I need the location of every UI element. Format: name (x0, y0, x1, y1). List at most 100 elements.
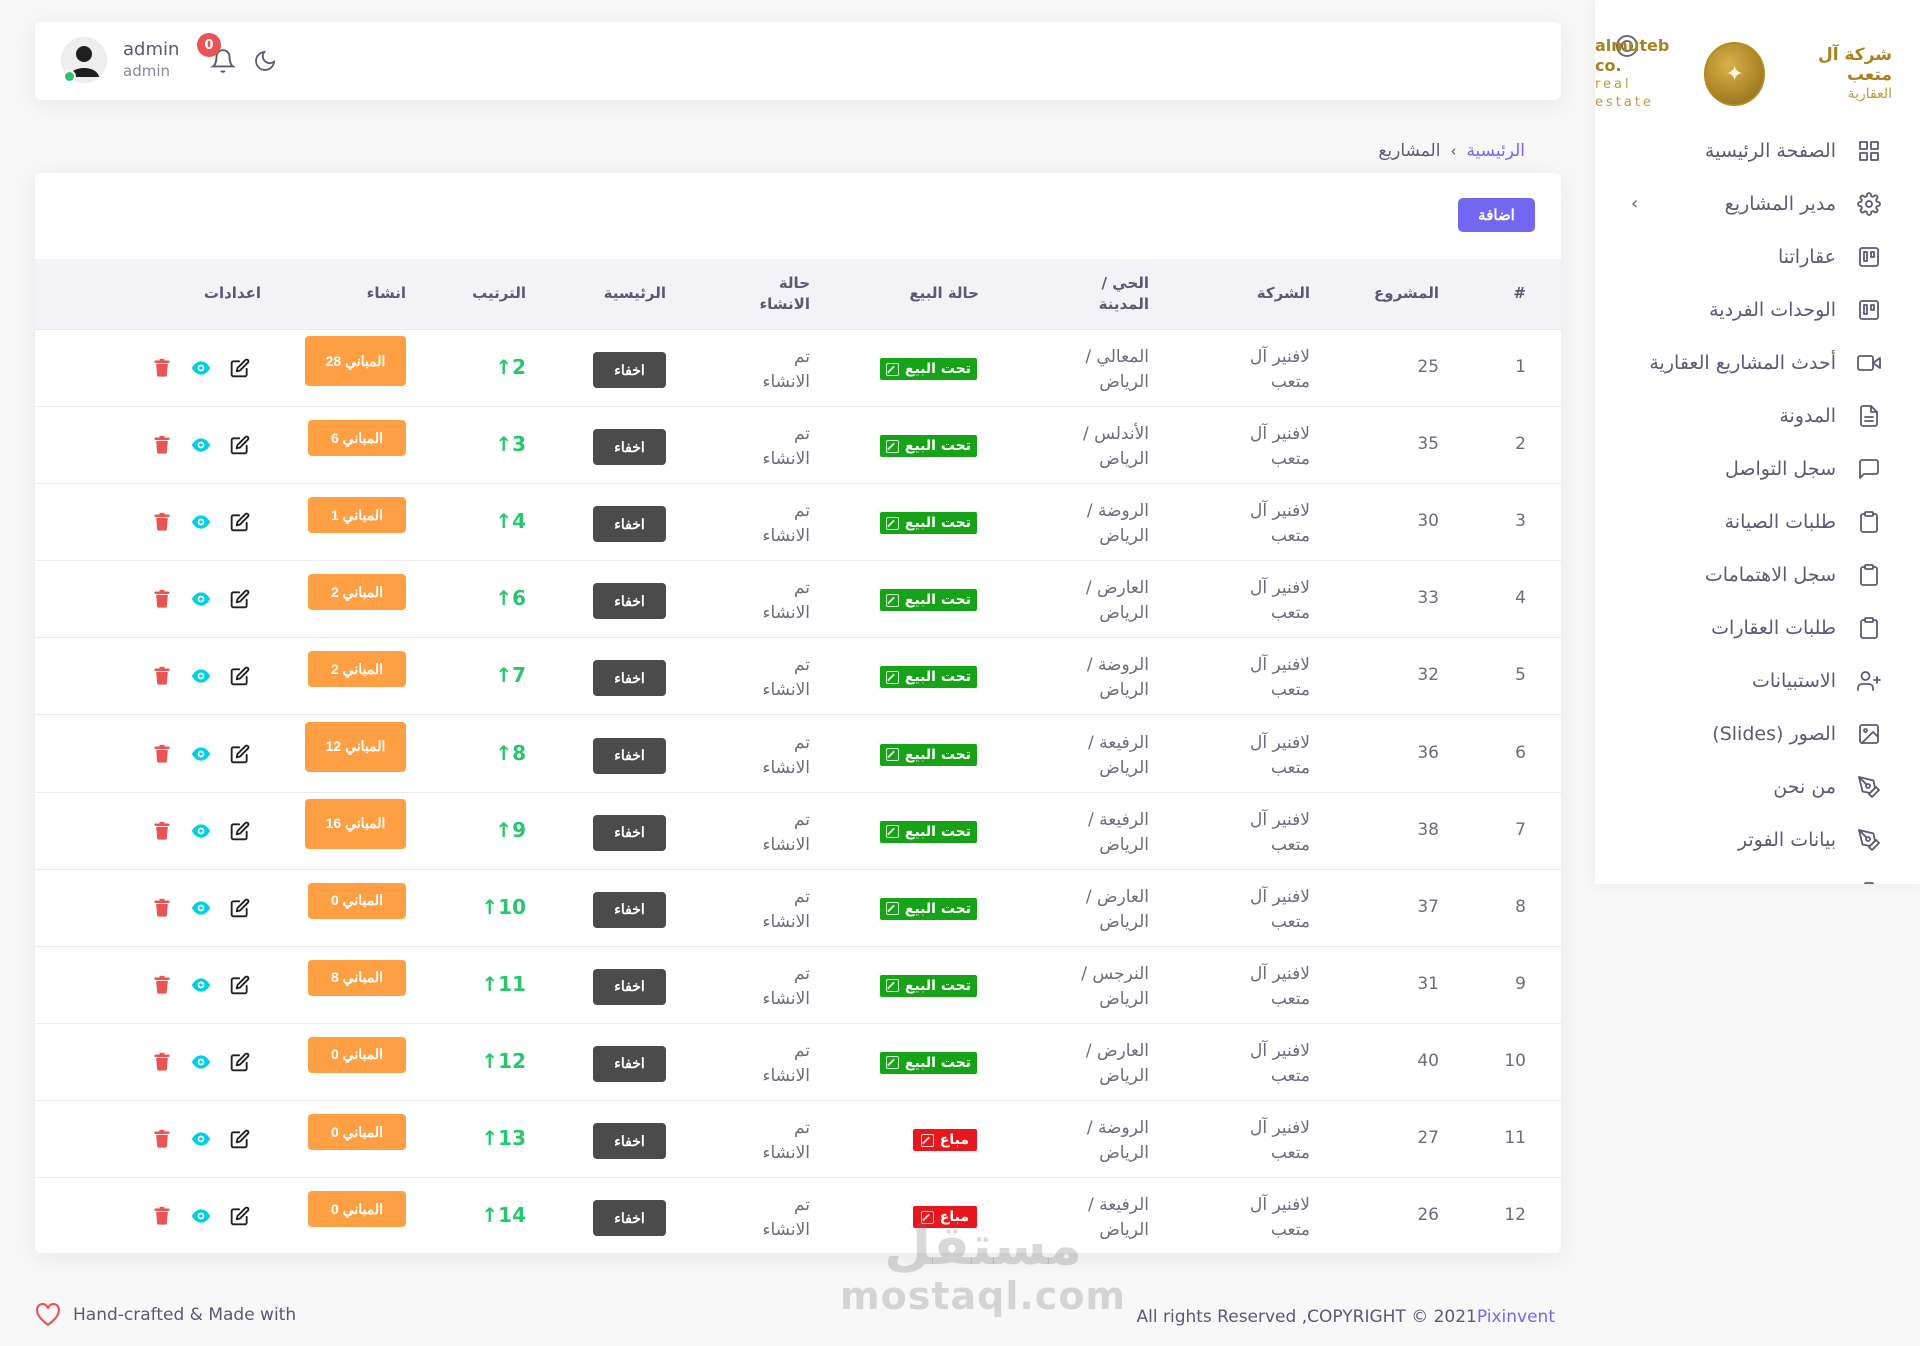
hide-button[interactable]: اخفاء (593, 1123, 666, 1159)
sale-status-badge[interactable]: تحت البيع (877, 664, 979, 691)
moon-icon[interactable] (253, 49, 277, 73)
breadcrumb-home[interactable]: الرئيسية (1466, 141, 1525, 161)
order-value[interactable]: ↑3 (495, 432, 526, 456)
sale-status-badge[interactable]: تحت البيع (877, 1049, 979, 1076)
delete-icon[interactable] (151, 820, 173, 842)
buildings-button[interactable]: المباني 8 (308, 959, 406, 996)
sale-status-badge[interactable]: تحت البيع (877, 895, 979, 922)
hide-button[interactable]: اخفاء (593, 737, 666, 774)
sidebar-item-1[interactable]: مدير المشاريع › (1595, 177, 1920, 230)
delete-icon[interactable] (151, 974, 173, 996)
view-icon[interactable] (190, 511, 212, 533)
view-icon[interactable] (190, 820, 212, 842)
buildings-button[interactable]: المباني 6 (308, 420, 406, 457)
buildings-button[interactable]: المباني 16 (305, 798, 406, 849)
delete-icon[interactable] (151, 1128, 173, 1150)
sidebar-item-9[interactable]: طلبات العقارات (1595, 601, 1920, 654)
sidebar-item-13[interactable]: بيانات الفوتر (1595, 813, 1920, 866)
buildings-button[interactable]: المباني 2 (308, 574, 406, 611)
sale-status-badge[interactable]: تحت البيع (877, 433, 979, 460)
sidebar-toggle-icon[interactable] (1616, 35, 1638, 57)
sidebar-item-7[interactable]: طلبات الصيانة (1595, 495, 1920, 548)
buildings-button[interactable]: المباني 0 (308, 882, 406, 919)
sale-status-badge[interactable]: تحت البيع (877, 510, 979, 537)
edit-icon[interactable] (229, 974, 251, 996)
buildings-button[interactable]: المباني 1 (308, 497, 406, 534)
buildings-button[interactable]: المباني 2 (308, 651, 406, 688)
avatar[interactable] (61, 37, 107, 83)
order-value[interactable]: ↑12 (481, 1049, 526, 1073)
hide-button[interactable]: اخفاء (593, 891, 666, 928)
hide-button[interactable]: اخفاء (593, 814, 666, 851)
buildings-button[interactable]: المباني 28 (305, 336, 406, 386)
edit-icon[interactable] (229, 1128, 251, 1150)
delete-icon[interactable] (151, 357, 173, 379)
buildings-button[interactable]: المباني 0 (308, 1191, 406, 1228)
delete-icon[interactable] (151, 743, 173, 765)
sidebar-item-11[interactable]: الصور (Slides) (1595, 707, 1920, 760)
view-icon[interactable] (190, 974, 212, 996)
hide-button[interactable]: اخفاء (593, 352, 666, 388)
sidebar-item-6[interactable]: سجل التواصل (1595, 442, 1920, 495)
order-value[interactable]: ↑4 (495, 509, 526, 533)
add-button[interactable]: اضافة (1458, 198, 1535, 232)
view-icon[interactable] (190, 743, 212, 765)
sale-status-badge[interactable]: تحت البيع (877, 741, 979, 768)
order-value[interactable]: ↑8 (495, 741, 526, 765)
view-icon[interactable] (190, 665, 212, 687)
order-value[interactable]: ↑14 (481, 1203, 526, 1227)
buildings-button[interactable]: المباني 0 (308, 1036, 406, 1073)
sidebar-item-10[interactable]: الاستبيانات (1595, 654, 1920, 707)
order-value[interactable]: ↑11 (481, 972, 526, 996)
sidebar-item-8[interactable]: سجل الاهتمامات (1595, 548, 1920, 601)
sale-status-badge[interactable]: تحت البيع (877, 356, 979, 382)
buildings-button[interactable]: المباني 12 (305, 721, 406, 772)
edit-icon[interactable] (229, 743, 251, 765)
sale-status-badge[interactable]: تحت البيع (877, 818, 979, 845)
order-value[interactable]: ↑2 (495, 355, 526, 379)
edit-icon[interactable] (229, 1205, 251, 1227)
delete-icon[interactable] (151, 588, 173, 610)
sidebar-item-12[interactable]: من نحن (1595, 760, 1920, 813)
edit-icon[interactable] (229, 588, 251, 610)
order-value[interactable]: ↑9 (495, 818, 526, 842)
view-icon[interactable] (190, 588, 212, 610)
view-icon[interactable] (190, 1205, 212, 1227)
sidebar-item-4[interactable]: أحدث المشاريع العقارية (1595, 336, 1920, 389)
bell-icon[interactable] (210, 48, 236, 74)
view-icon[interactable] (190, 1051, 212, 1073)
delete-icon[interactable] (151, 1205, 173, 1227)
hide-button[interactable]: اخفاء (593, 1200, 666, 1237)
hide-button[interactable]: اخفاء (593, 968, 666, 1005)
delete-icon[interactable] (151, 434, 173, 456)
edit-icon[interactable] (229, 665, 251, 687)
sidebar-item-0[interactable]: الصفحة الرئيسية (1595, 124, 1920, 177)
sale-status-badge[interactable]: تحت البيع (877, 972, 979, 999)
user-menu[interactable]: admin admin (61, 37, 179, 83)
sidebar-item-2[interactable]: عقاراتنا (1595, 230, 1920, 283)
order-value[interactable]: ↑13 (481, 1126, 526, 1150)
buildings-button[interactable]: المباني 0 (308, 1114, 406, 1150)
edit-icon[interactable] (229, 357, 251, 379)
hide-button[interactable]: اخفاء (593, 429, 666, 466)
sale-status-badge[interactable]: تحت البيع (877, 587, 979, 614)
edit-icon[interactable] (229, 434, 251, 456)
sidebar-item-3[interactable]: الوحدات الفردية (1595, 283, 1920, 336)
hide-button[interactable]: اخفاء (593, 506, 666, 543)
sale-status-badge[interactable]: مباع (910, 1204, 979, 1231)
view-icon[interactable] (190, 357, 212, 379)
hide-button[interactable]: اخفاء (593, 583, 666, 620)
view-icon[interactable] (190, 434, 212, 456)
order-value[interactable]: ↑6 (495, 586, 526, 610)
footer-pixinvent-link[interactable]: Pixinvent (1476, 1307, 1555, 1327)
sidebar-item-5[interactable]: المدونة (1595, 389, 1920, 442)
hide-button[interactable]: اخفاء (593, 660, 666, 697)
hide-button[interactable]: اخفاء (593, 1045, 666, 1082)
edit-icon[interactable] (229, 1051, 251, 1073)
delete-icon[interactable] (151, 897, 173, 919)
sidebar-item-14[interactable]: سجل الاعلانات (1595, 866, 1920, 884)
order-value[interactable]: ↑7 (495, 663, 526, 687)
delete-icon[interactable] (151, 511, 173, 533)
sale-status-badge[interactable]: مباع (910, 1127, 979, 1153)
edit-icon[interactable] (229, 820, 251, 842)
